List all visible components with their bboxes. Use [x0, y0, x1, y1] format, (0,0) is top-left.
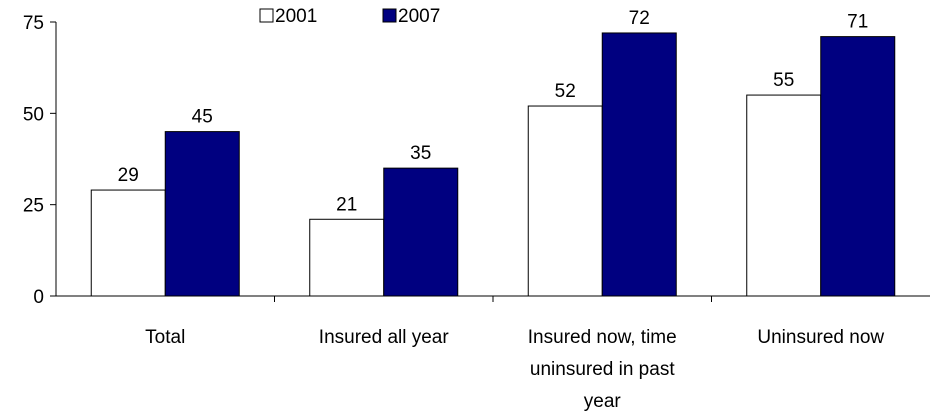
category-label: year	[584, 391, 622, 412]
legend-swatch-2001	[259, 8, 274, 23]
labels: 29 21 52 55 45 35 72 71 Total Insured all year Ins…	[118, 8, 885, 412]
bar-2007-2	[601, 32, 677, 297]
category-label: Insured all year	[319, 327, 450, 348]
bar-2007-1	[383, 167, 459, 297]
bar-2001-1	[309, 218, 385, 297]
y-tick-label: 0	[33, 287, 44, 308]
data-label-2007-3: 71	[847, 12, 868, 33]
bar-2007-0	[164, 131, 240, 297]
y-tick-label: 75	[23, 13, 44, 34]
legend-swatch-2007	[382, 8, 397, 23]
legend: 2001 2007	[259, 6, 440, 27]
y-tick-label: 50	[23, 104, 44, 125]
legend-label-2007: 2007	[398, 6, 440, 27]
data-label-2001-1: 21	[336, 194, 357, 215]
data-label-2007-2: 72	[629, 8, 650, 29]
bar-2007-3	[820, 36, 896, 297]
data-label-2007-1: 35	[410, 143, 431, 164]
data-label-2001-3: 55	[773, 70, 794, 91]
data-label-2007-0: 45	[192, 107, 213, 128]
category-label: Insured now, time	[528, 327, 677, 348]
data-label-2001-0: 29	[118, 165, 139, 186]
bars	[90, 32, 896, 297]
bar-2001-3	[746, 94, 822, 297]
y-tick-label: 25	[23, 196, 44, 217]
category-label: Total	[145, 327, 185, 348]
bar-2001-2	[527, 105, 603, 297]
category-label: Uninsured now	[757, 327, 884, 348]
bar-2001-0	[90, 189, 166, 297]
legend-label-2001: 2001	[275, 6, 317, 27]
data-label-2001-2: 52	[555, 81, 576, 102]
category-label: uninsured in past	[530, 359, 675, 380]
